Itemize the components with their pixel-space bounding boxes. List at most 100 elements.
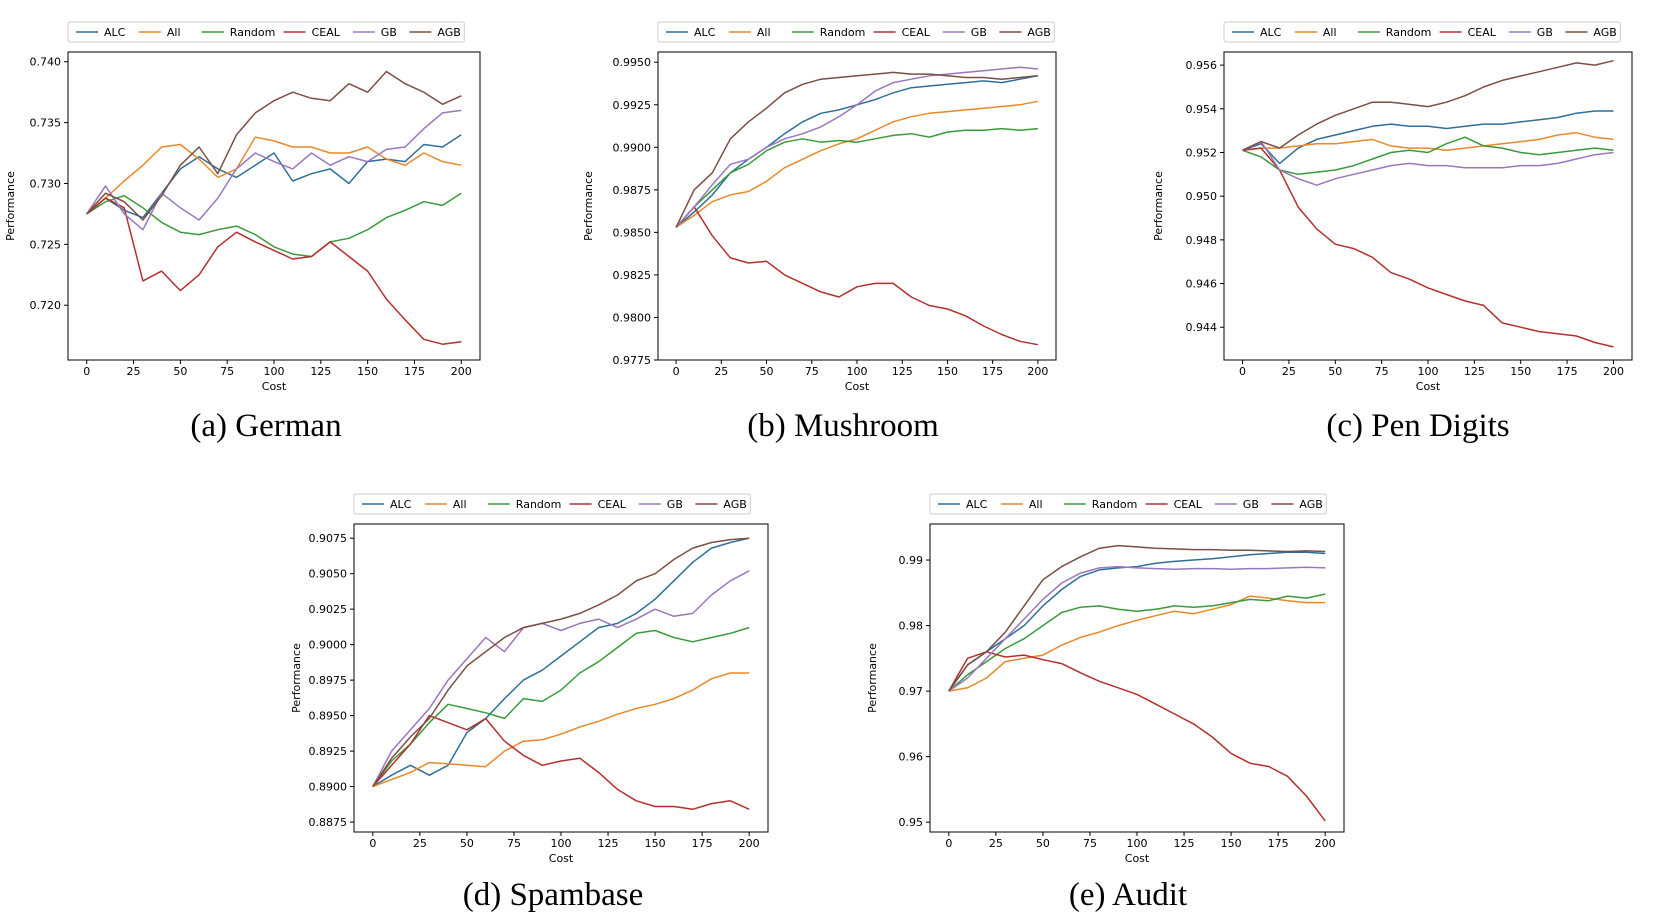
x-tick-label: 150 xyxy=(937,365,958,378)
legend-label: ALC xyxy=(694,26,716,39)
legend-item-ceal: CEAL xyxy=(1145,498,1203,511)
series-line-gb xyxy=(675,66,1038,228)
x-tick-label: 125 xyxy=(598,837,619,850)
y-tick-label: 0.98 xyxy=(899,620,924,633)
x-tick-label: 150 xyxy=(357,365,378,378)
plot-frame xyxy=(929,523,1345,833)
y-tick-label: 0.9800 xyxy=(613,311,652,324)
legend-item-random: Random xyxy=(791,26,865,39)
legend-label: Random xyxy=(230,26,276,39)
legend-item-gb: GB xyxy=(942,26,987,39)
legend-label: CEAL xyxy=(312,26,341,39)
y-tick-label: 0.99 xyxy=(899,554,924,567)
y-tick-label: 0.948 xyxy=(1186,234,1218,247)
y-tick-label: 0.9075 xyxy=(309,532,348,545)
x-tick-label: 100 xyxy=(264,365,285,378)
legend-label: Random xyxy=(1386,26,1432,39)
y-tick-label: 0.9925 xyxy=(613,99,652,112)
legend-label: All xyxy=(453,498,467,511)
series-line-agb xyxy=(86,70,462,221)
x-tick-label: 200 xyxy=(1027,365,1048,378)
x-tick-label: 200 xyxy=(739,837,760,850)
series-line-random xyxy=(948,593,1326,692)
x-tick-label: 200 xyxy=(1315,837,1336,850)
legend: ALC All Random CEAL GB AGB xyxy=(929,493,1327,515)
x-tick-label: 0 xyxy=(1239,365,1246,378)
legend-item-alc: ALC xyxy=(666,26,716,39)
x-tick-label: 75 xyxy=(1083,837,1097,850)
series-line-alc xyxy=(372,537,750,788)
series-line-all xyxy=(675,100,1039,228)
x-tick-label: 75 xyxy=(507,837,521,850)
x-tick-label: 125 xyxy=(1464,365,1485,378)
x-tick-label: 25 xyxy=(989,837,1003,850)
legend-box xyxy=(657,21,1055,43)
chart-audit: 0 25 50 75 100 125 150 175 200 0.95 0.96 0.97 0.98 0.… xyxy=(864,493,1364,877)
caption-audit: (e) Audit xyxy=(1068,877,1188,913)
caption-spambase: (d) Spambase xyxy=(462,877,644,913)
legend-item-all: All xyxy=(728,26,771,39)
x-tick-label: 150 xyxy=(645,837,666,850)
chart-german: 0 25 50 75 100 125 150 175 200 0.720 0.725 0.730 0.7… xyxy=(0,21,500,405)
y-axis-label: Performance xyxy=(866,643,879,713)
legend-item-random: Random xyxy=(1063,498,1137,511)
legend-item-alc: ALC xyxy=(1232,26,1282,39)
legend-item-ceal: CEAL xyxy=(1439,26,1497,39)
plot-frame xyxy=(657,51,1057,361)
y-axis-label: Performance xyxy=(290,643,303,713)
legend-label: ALC xyxy=(390,498,412,511)
legend-label: AGB xyxy=(1593,26,1616,39)
series-line-gb xyxy=(1242,140,1614,186)
legend-label: CEAL xyxy=(1174,498,1203,511)
y-tick-label: 0.730 xyxy=(30,177,62,190)
y-tick-label: 0.956 xyxy=(1186,59,1218,72)
legend-label: ALC xyxy=(966,498,988,511)
legend-item-all: All xyxy=(1294,26,1337,39)
legend-label: GB xyxy=(971,26,987,39)
legend-label: All xyxy=(1029,498,1043,511)
y-axis-label: Performance xyxy=(582,171,595,241)
legend-box xyxy=(929,493,1327,515)
y-tick-label: 0.740 xyxy=(30,56,62,69)
y-tick-label: 0.725 xyxy=(30,238,62,251)
legend-item-random: Random xyxy=(201,26,276,39)
legend-item-ceal: CEAL xyxy=(873,26,931,39)
x-axis-label: Cost xyxy=(549,852,574,865)
y-tick-label: 0.8900 xyxy=(309,781,348,794)
y-tick-label: 0.952 xyxy=(1186,146,1218,159)
chart-mushroom: 0 25 50 75 100 125 150 175 200 0.9775 0.9800 0.9825… xyxy=(576,21,1076,405)
legend-item-agb: AGB xyxy=(695,498,747,511)
x-tick-label: 25 xyxy=(1282,365,1296,378)
x-tick-label: 175 xyxy=(404,365,425,378)
chart-svg: 0 25 50 75 100 125 150 175 200 0.95 0.96 0.97 0.98 0.… xyxy=(866,493,1345,865)
plot-frame xyxy=(353,523,769,833)
x-tick-label: 125 xyxy=(892,365,913,378)
legend-item-random: Random xyxy=(1357,26,1432,39)
series-line-random xyxy=(86,192,462,258)
y-tick-label: 0.735 xyxy=(30,117,62,130)
y-tick-label: 0.9025 xyxy=(309,603,348,616)
x-tick-label: 50 xyxy=(760,365,774,378)
series-line-random xyxy=(675,127,1038,228)
y-tick-label: 0.8925 xyxy=(309,745,348,758)
y-tick-label: 0.9825 xyxy=(613,269,652,282)
x-tick-label: 75 xyxy=(805,365,819,378)
x-tick-label: 50 xyxy=(460,837,474,850)
y-tick-label: 0.97 xyxy=(899,685,924,698)
series-line-alc xyxy=(86,134,462,219)
series-line-ceal xyxy=(675,206,1039,346)
legend-item-gb: GB xyxy=(1214,498,1259,511)
plot-frame xyxy=(67,51,481,361)
legend-label: All xyxy=(757,26,771,39)
legend-label: GB xyxy=(667,498,683,511)
y-tick-label: 0.9000 xyxy=(309,639,348,652)
series-line-random xyxy=(372,626,750,788)
x-tick-label: 175 xyxy=(982,365,1003,378)
legend-item-gb: GB xyxy=(352,26,397,39)
x-tick-label: 125 xyxy=(1174,837,1195,850)
legend-label: AGB xyxy=(1027,26,1050,39)
series-line-gb xyxy=(372,570,750,787)
chart-svg: 0 25 50 75 100 125 150 175 200 0.9775 0.9800 0.9825… xyxy=(582,21,1057,393)
x-tick-label: 25 xyxy=(714,365,728,378)
legend-item-ceal: CEAL xyxy=(283,26,341,39)
